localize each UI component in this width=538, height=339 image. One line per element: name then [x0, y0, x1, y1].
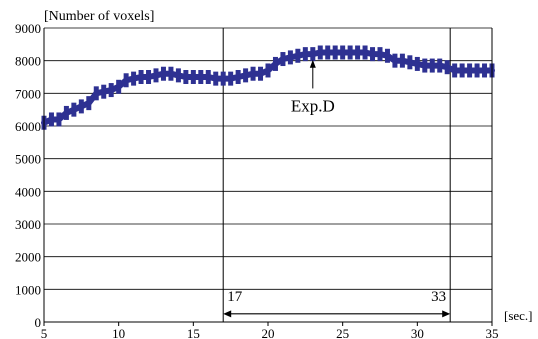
data-point: [482, 63, 488, 78]
y-tick-label-3000: 3000: [15, 217, 41, 232]
data-point: [190, 70, 196, 84]
interval-annotation: 17 33: [223, 289, 451, 318]
data-point: [362, 45, 368, 60]
data-point: [280, 52, 286, 67]
data-point: [310, 47, 316, 62]
data-point: [414, 56, 420, 71]
y-tick-labels: 0 1000 2000 3000 4000 5000 6000 7000 8000 9000: [15, 21, 41, 330]
x-tick-label-20: 20: [262, 326, 275, 339]
axes: [43, 28, 493, 326]
data-point: [392, 53, 398, 68]
data-point: [452, 63, 458, 78]
data-point: [370, 47, 376, 62]
data-point: [183, 70, 189, 84]
data-point: [205, 70, 211, 84]
interval-arrowhead-right: [442, 310, 451, 318]
data-point: [175, 68, 181, 83]
data-point: [444, 60, 450, 75]
data-point: [123, 73, 129, 88]
data-point: [78, 99, 84, 114]
data-point: [287, 50, 293, 65]
y-tick-label-1000: 1000: [15, 282, 41, 297]
x-tick-label-5: 5: [41, 326, 48, 339]
data-point: [467, 63, 473, 78]
x-tick-label-30: 30: [411, 326, 424, 339]
data-point: [153, 68, 159, 83]
data-point: [317, 45, 323, 60]
data-point: [340, 45, 346, 60]
gridlines: [44, 27, 492, 323]
y-axis-label: [Number of voxels]: [44, 9, 154, 24]
interval-arrowhead-left: [223, 310, 232, 318]
x-tick-labels: 5 10 15 20 25 30 35: [41, 326, 499, 339]
y-tick-label-9000: 9000: [15, 21, 41, 36]
data-point: [474, 63, 480, 78]
data-point: [131, 71, 137, 86]
data-point: [459, 63, 465, 78]
data-point: [377, 47, 383, 62]
data-point: [437, 58, 443, 73]
interval-start-label: 17: [227, 289, 243, 305]
data-point: [63, 105, 69, 120]
data-point: [302, 47, 308, 62]
data-point: [168, 66, 174, 81]
y-tick-label-8000: 8000: [15, 54, 41, 69]
y-tick-label-6000: 6000: [15, 119, 41, 134]
y-tick-label-5000: 5000: [15, 152, 41, 167]
y-tick-label-2000: 2000: [15, 250, 41, 265]
x-tick-label-10: 10: [112, 326, 125, 339]
data-point: [101, 84, 107, 99]
data-point: [108, 83, 114, 98]
data-point: [265, 63, 271, 78]
data-point: [116, 79, 122, 94]
data-point: [250, 66, 256, 81]
interval-end-label: 33: [431, 289, 446, 305]
data-point: [228, 71, 234, 86]
data-point: [198, 70, 204, 84]
x-axis-label: [sec.]: [504, 308, 533, 323]
data-point: [355, 45, 361, 60]
data-point: [399, 53, 405, 68]
data-point: [71, 102, 77, 117]
data-point: [325, 45, 331, 60]
data-point: [213, 71, 219, 86]
exp-label-group: Exp.D: [291, 59, 335, 116]
data-point: [272, 56, 278, 71]
data-point: [295, 48, 301, 63]
data-point: [258, 66, 264, 81]
data-point: [93, 86, 99, 101]
data-point: [243, 68, 249, 83]
data-point: [429, 58, 435, 73]
data-point: [138, 70, 144, 84]
y-tick-label-0: 0: [35, 315, 42, 330]
x-tick-label-15: 15: [187, 326, 200, 339]
data-point: [422, 58, 428, 73]
data-point: [56, 112, 62, 127]
data-point: [347, 45, 353, 60]
data-point: [86, 96, 92, 111]
data-point: [407, 55, 413, 70]
x-tick-label-25: 25: [336, 326, 349, 339]
data-point: [384, 48, 390, 63]
exp-arrow-head: [309, 59, 316, 68]
data-point: [332, 45, 338, 60]
y-tick-label-4000: 4000: [15, 184, 41, 199]
y-tick-label-7000: 7000: [15, 86, 41, 101]
data-point: [220, 71, 226, 86]
exp-label: Exp.D: [291, 97, 335, 116]
x-tick-label-35: 35: [486, 326, 499, 339]
data-point: [48, 112, 54, 127]
data-point: [160, 66, 166, 81]
data-point: [235, 70, 241, 84]
data-point: [146, 70, 152, 84]
series-layer: [41, 45, 495, 130]
